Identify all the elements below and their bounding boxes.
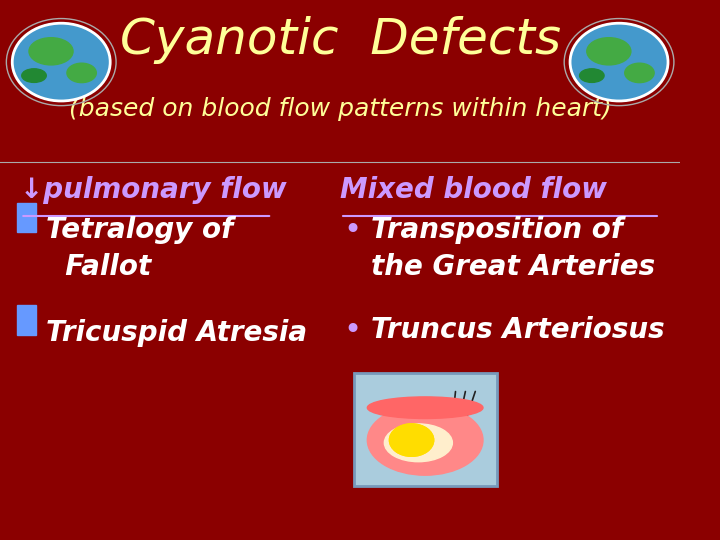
FancyBboxPatch shape bbox=[354, 373, 497, 486]
Text: Cyanotic  Defects: Cyanotic Defects bbox=[120, 16, 561, 64]
Text: •: • bbox=[343, 216, 361, 245]
Ellipse shape bbox=[367, 397, 483, 418]
Text: Tricuspid Atresia: Tricuspid Atresia bbox=[46, 319, 307, 347]
Text: Transposition of
the Great Arteries: Transposition of the Great Arteries bbox=[371, 216, 655, 281]
Ellipse shape bbox=[390, 424, 433, 456]
Ellipse shape bbox=[67, 63, 96, 83]
Ellipse shape bbox=[390, 424, 433, 456]
Text: Mixed blood flow: Mixed blood flow bbox=[340, 176, 607, 204]
Text: Tetralogy of
  Fallot: Tetralogy of Fallot bbox=[46, 216, 233, 281]
Ellipse shape bbox=[384, 424, 452, 462]
Text: (based on blood flow patterns within heart): (based on blood flow patterns within hea… bbox=[68, 97, 611, 121]
Ellipse shape bbox=[22, 69, 46, 83]
Text: •: • bbox=[343, 316, 361, 345]
Bar bbox=[17, 305, 36, 335]
Circle shape bbox=[12, 23, 110, 101]
Text: ↓pulmonary flow: ↓pulmonary flow bbox=[20, 176, 287, 204]
Ellipse shape bbox=[625, 63, 654, 83]
Bar bbox=[17, 202, 36, 232]
Text: Truncus Arteriosus: Truncus Arteriosus bbox=[371, 316, 665, 344]
Circle shape bbox=[570, 23, 668, 101]
Ellipse shape bbox=[367, 405, 483, 475]
Ellipse shape bbox=[29, 38, 73, 65]
Ellipse shape bbox=[587, 38, 631, 65]
Ellipse shape bbox=[580, 69, 604, 83]
